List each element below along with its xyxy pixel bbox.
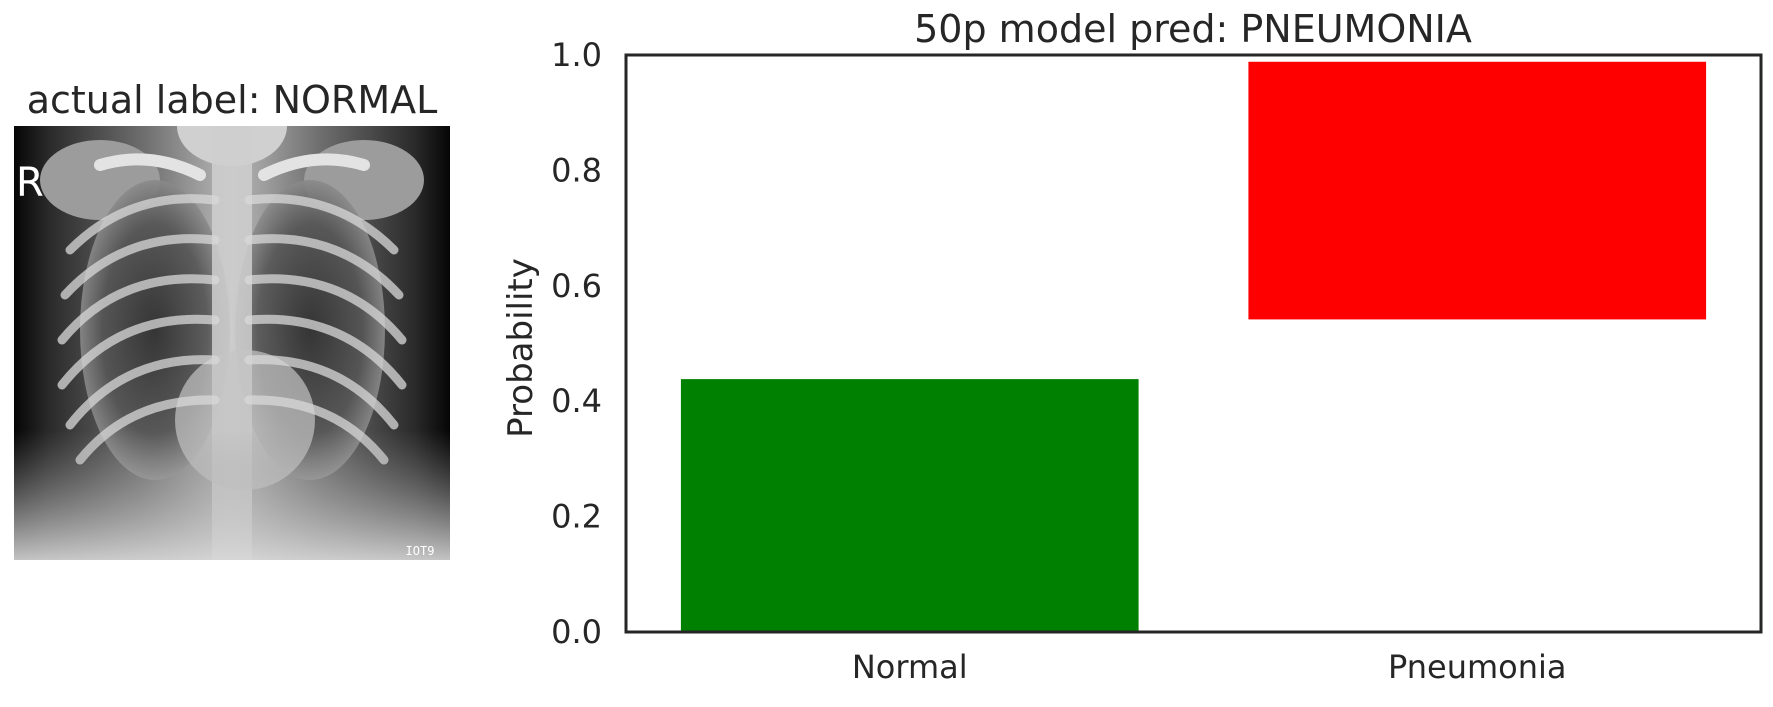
y-ticks: 0.0 0.2 0.4 0.6 0.8 1.0 <box>551 36 602 651</box>
x-ticks: Normal Pneumonia <box>852 648 1567 686</box>
bar-pneumonia <box>1246 59 1709 322</box>
xray-corner-stamp: IOT9 <box>406 544 435 558</box>
plot-frame <box>624 53 1763 634</box>
xray-image: R IOT9 <box>14 126 450 560</box>
x-tick-label: Normal <box>852 648 968 686</box>
image-panel-title: actual label: NORMAL <box>27 78 438 122</box>
bars-layer <box>678 59 1709 633</box>
y-tick-label: 0.6 <box>551 267 602 305</box>
y-tick-label: 0.2 <box>551 498 602 536</box>
y-axis-label: Probability <box>501 258 541 438</box>
bar-normal <box>678 377 1141 633</box>
xray-marker-letter: R <box>16 160 44 206</box>
y-tick-label: 0.8 <box>551 151 602 189</box>
chart-title: 50p model pred: PNEUMONIA <box>914 7 1472 51</box>
y-tick-label: 0.4 <box>551 382 602 420</box>
probability-chart: 50p model pred: PNEUMONIA Probability 0.… <box>501 7 1763 686</box>
y-tick-label: 1.0 <box>551 36 602 74</box>
y-tick-label: 0.0 <box>551 613 602 651</box>
x-tick-label: Pneumonia <box>1388 648 1567 686</box>
